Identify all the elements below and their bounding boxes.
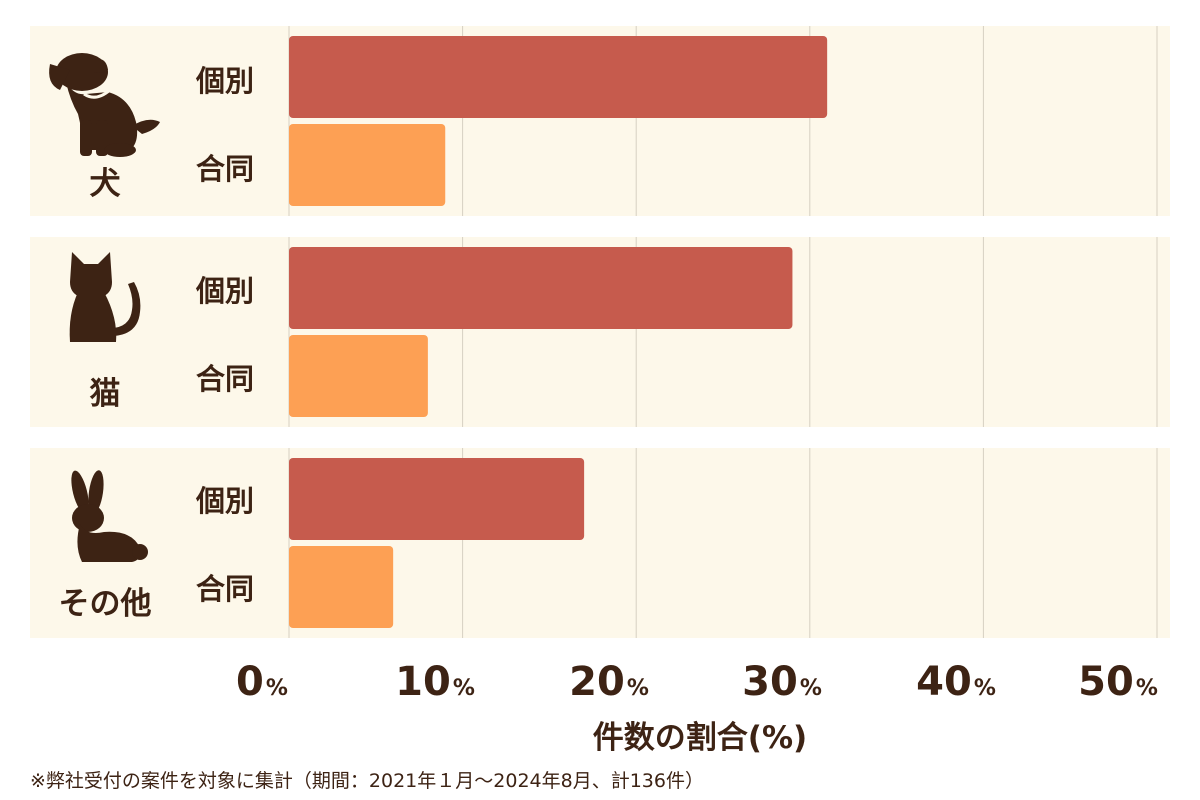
bar-cat-kobetsu xyxy=(289,247,793,329)
row-label-dog-kobetsu: 個別 xyxy=(196,64,255,98)
x-tick-label-40: 40% xyxy=(916,659,996,705)
group-label-cat: 猫 xyxy=(89,376,121,412)
group-label-other: その他 xyxy=(58,586,152,622)
bar-cat-goudou xyxy=(289,335,428,417)
group-panel-other xyxy=(30,448,1170,638)
bar-dog-goudou xyxy=(289,124,446,206)
rabbit-icon xyxy=(71,470,148,562)
bar-dog-kobetsu xyxy=(289,36,828,118)
bar-other-kobetsu xyxy=(289,458,585,540)
footnote: ※弊社受付の案件を対象に集計（期間：2021年１月〜2024年8月、計136件） xyxy=(30,770,704,792)
x-tick-label-50: 50% xyxy=(1078,659,1158,705)
row-label-other-kobetsu: 個別 xyxy=(196,484,255,518)
x-tick-label-10: 10% xyxy=(395,659,475,705)
row-label-cat-goudou: 合同 xyxy=(196,362,255,396)
row-label-cat-kobetsu: 個別 xyxy=(196,274,255,308)
cat-icon xyxy=(69,252,141,342)
row-label-dog-goudou: 合同 xyxy=(196,152,255,186)
bar-other-goudou xyxy=(289,546,394,628)
group-label-dog: 犬 xyxy=(89,166,121,202)
x-tick-label-30: 30% xyxy=(742,659,822,705)
dog-icon xyxy=(49,53,160,157)
row-label-other-goudou: 合同 xyxy=(196,572,255,606)
x-axis-title: 件数の割合(%) xyxy=(592,720,808,756)
x-tick-label-20: 20% xyxy=(569,659,649,705)
x-tick-label-0: 0% xyxy=(236,659,288,705)
